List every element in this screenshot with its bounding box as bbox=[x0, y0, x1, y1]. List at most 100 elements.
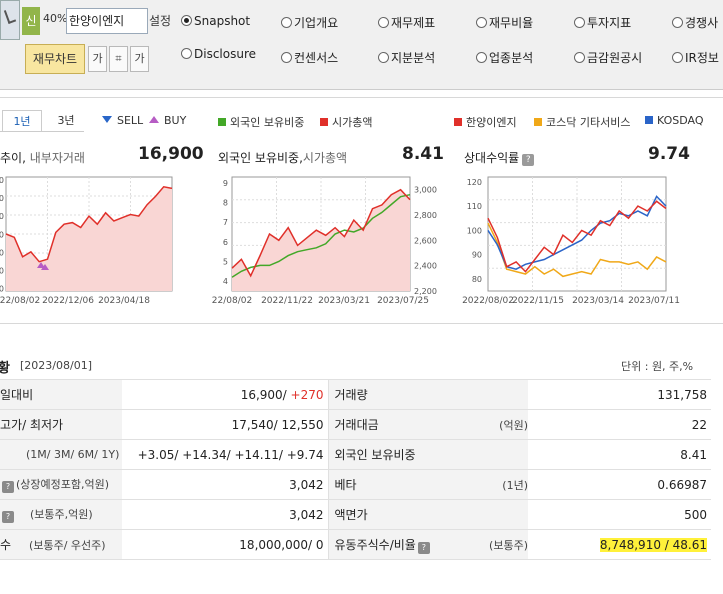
legend-swatch-icon bbox=[645, 116, 653, 124]
price-area bbox=[6, 186, 172, 291]
row-sublabel: (억원) bbox=[448, 409, 528, 440]
help-icon[interactable]: ? bbox=[417, 541, 430, 554]
radio-industry-analysis[interactable]: 업종분석 bbox=[476, 49, 533, 66]
info-table: 일대비 16,900/ +270 거래량 131,758 고가/ 최저가 17,… bbox=[0, 379, 711, 560]
y2-tick-label: 2,200 bbox=[414, 287, 437, 296]
legend-hanyang: 한양이엔지 bbox=[454, 114, 517, 130]
y-tick-label: 00 bbox=[0, 285, 4, 294]
x-tick-label: 2023/03/21 bbox=[318, 296, 370, 306]
company-input[interactable]: 한양이엔지 bbox=[66, 8, 148, 34]
y-tick-label: 00 bbox=[0, 266, 4, 275]
y-tick-label: 5 bbox=[223, 258, 228, 267]
y-tick-label: 00 bbox=[0, 176, 4, 185]
help-icon[interactable]: ? bbox=[2, 481, 14, 493]
row-label: 수 (보통주/ 우선주) bbox=[0, 529, 122, 560]
tab-3-year[interactable]: 3년 bbox=[57, 114, 75, 127]
row-value: 8,748,910 / 48.61 bbox=[528, 529, 711, 560]
chart1-value: 16,900 bbox=[138, 144, 204, 164]
row-sublabel: (1년) bbox=[448, 469, 528, 500]
chart1-title: 추이, 내부자거래 bbox=[0, 151, 85, 165]
radio-company-overview[interactable]: 기업개요 bbox=[281, 14, 338, 31]
radio-snapshot[interactable]: Snapshot bbox=[181, 14, 250, 28]
radio-competitors[interactable]: 경쟁사 bbox=[672, 14, 718, 31]
row-label: 외국인 보유비중 bbox=[328, 439, 448, 470]
financial-chart-button[interactable]: 재무차트 bbox=[25, 44, 85, 74]
row-label: 고가/ 최저가 bbox=[0, 409, 122, 440]
table-row: ? (상장예정포함,억원) 3,042 베타 (1년) 0.66987 bbox=[0, 469, 711, 500]
row-sublabel: (보통주) bbox=[448, 529, 528, 560]
kosdaq-other-services-line bbox=[487, 222, 667, 278]
x-tick-label: 2022/12/06 bbox=[42, 296, 94, 306]
section-date: [2023/08/01] bbox=[20, 359, 92, 372]
y-tick-label: 80 bbox=[472, 275, 482, 284]
row-value: 22 bbox=[528, 409, 711, 440]
radio-dot-icon bbox=[181, 15, 192, 26]
radio-investment-indicators[interactable]: 투자지표 bbox=[574, 14, 631, 31]
legend-foreign-ownership: 외국인 보유비중 bbox=[218, 114, 304, 130]
prefix-button[interactable]: 신 bbox=[22, 7, 40, 35]
y-tick-label: 100 bbox=[467, 226, 482, 235]
y-tick-label: 8 bbox=[223, 199, 228, 208]
chart2-title: 외국인 보유비중,시가총액 bbox=[218, 151, 348, 165]
x-tick-label: 2022/11/15 bbox=[512, 296, 564, 306]
y-tick-label: 120 bbox=[467, 178, 482, 187]
font-style-button[interactable]: 가 bbox=[130, 46, 149, 72]
row-sublabel: ? (상장예정포함,억원) bbox=[0, 469, 122, 500]
toolbar-divider bbox=[0, 89, 723, 90]
help-icon[interactable]: ? bbox=[2, 511, 14, 523]
info-section: 황 [2023/08/01] 단위 : 원, 주,% 일대비 16,900/ +… bbox=[0, 345, 723, 594]
radio-disclosure[interactable]: Disclosure bbox=[181, 47, 256, 61]
radio-ir-info[interactable]: IR정보 bbox=[672, 49, 719, 66]
back-arrow-icon[interactable] bbox=[0, 0, 20, 40]
legend-sell: SELL bbox=[102, 114, 143, 127]
radio-ownership-analysis[interactable]: 지분분석 bbox=[378, 49, 435, 66]
y-tick-label: 9 bbox=[223, 179, 228, 188]
radio-dot-icon bbox=[476, 52, 487, 63]
row-label: 거래대금 bbox=[328, 409, 448, 440]
row-value: 500 bbox=[528, 499, 711, 530]
x-tick-label: 2023/04/18 bbox=[98, 296, 150, 306]
row-value: 16,900/ +270 bbox=[122, 379, 329, 410]
y-tick-label: 4 bbox=[223, 277, 228, 286]
buy-marker bbox=[37, 262, 45, 268]
y2-tick-label: 2,600 bbox=[414, 236, 437, 245]
radio-fss-disclosure[interactable]: 금감원공시 bbox=[574, 49, 642, 66]
settings-label[interactable]: 설정 bbox=[149, 14, 172, 28]
fit-screen-icon[interactable]: ⌗ bbox=[109, 46, 128, 72]
y2-tick-label: 2,400 bbox=[414, 262, 437, 271]
tab-underline bbox=[0, 131, 84, 132]
y2-tick-label: 3,000 bbox=[414, 186, 437, 195]
legend-kosdaq: KOSDAQ bbox=[645, 114, 704, 127]
help-icon[interactable]: ? bbox=[522, 154, 535, 166]
row-value: 131,758 bbox=[528, 379, 711, 410]
radio-financial-statements[interactable]: 재무제표 bbox=[378, 14, 435, 31]
radio-dot-icon bbox=[281, 17, 292, 28]
radio-dot-icon bbox=[378, 17, 389, 28]
buy-marker bbox=[41, 264, 49, 270]
y-tick-label: 90 bbox=[472, 251, 482, 260]
section-title: 황 bbox=[0, 361, 10, 376]
tab-1-year[interactable]: 1년 bbox=[2, 110, 42, 132]
radio-dot-icon bbox=[672, 17, 683, 28]
table-row: 수 (보통주/ 우선주) 18,000,000/ 0 유동주식수/비율? (보통주… bbox=[0, 529, 711, 560]
x-tick-label: 2023/07/11 bbox=[628, 296, 680, 306]
font-size-button[interactable]: 가 bbox=[88, 46, 107, 72]
row-sublabel bbox=[448, 499, 528, 530]
row-label: 베타 bbox=[328, 469, 448, 500]
radio-consensus[interactable]: 컨센서스 bbox=[281, 49, 338, 66]
radio-financial-ratios[interactable]: 재무비율 bbox=[476, 14, 533, 31]
unit-label: 단위 : 원, 주,% bbox=[621, 360, 694, 373]
row-value: 3,042 bbox=[122, 469, 329, 500]
row-sublabel bbox=[448, 379, 528, 410]
y-tick-label: 7 bbox=[223, 218, 228, 227]
y-tick-label: 00 bbox=[0, 194, 4, 203]
row-value: +3.05/ +14.34/ +14.11/ +9.74 bbox=[122, 439, 329, 470]
row-label: 액면가 bbox=[328, 499, 448, 530]
x-tick-label: 22/08/02 bbox=[0, 296, 40, 306]
legend-market-cap: 시가총액 bbox=[320, 114, 372, 130]
row-sublabel bbox=[448, 439, 528, 470]
y-tick-label: 00 bbox=[0, 230, 4, 239]
legend-kosdaq-other-services: 코스닥 기타서비스 bbox=[534, 114, 630, 130]
row-label: 거래량 bbox=[328, 379, 448, 410]
